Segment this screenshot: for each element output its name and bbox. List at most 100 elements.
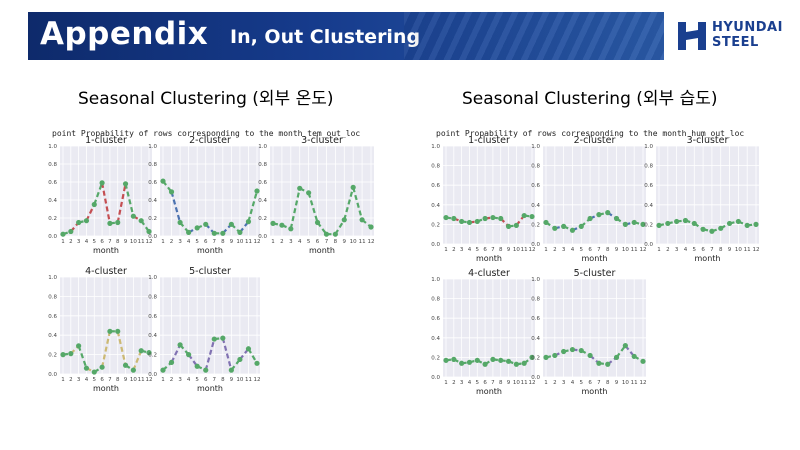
data-point bbox=[177, 219, 183, 226]
slide-subtitle: In, Out Clustering bbox=[230, 26, 421, 48]
data-point bbox=[744, 222, 750, 228]
series-segment bbox=[247, 348, 258, 364]
data-point bbox=[186, 229, 192, 235]
y-tick-label: 0.0 bbox=[148, 372, 157, 378]
y-tick-label: 0.8 bbox=[431, 164, 440, 170]
x-tick-label: 8 bbox=[606, 247, 610, 253]
data-point bbox=[459, 218, 465, 225]
subplot-title: 2-cluster bbox=[574, 135, 616, 146]
y-tick-label: 0.2 bbox=[48, 353, 57, 359]
data-point bbox=[490, 356, 496, 362]
subplot-svg: 0.00.20.40.60.81.01 2 3 4 5 6 7 8 9 10 11 123-clust… bbox=[644, 135, 759, 263]
data-point bbox=[211, 230, 217, 236]
data-point bbox=[482, 361, 488, 367]
x-tick-label: 7 bbox=[213, 239, 217, 245]
series-segment bbox=[170, 191, 182, 223]
y-tick-label: 0.8 bbox=[431, 297, 440, 303]
x-tick-label: 7 bbox=[710, 247, 714, 253]
data-point bbox=[726, 220, 733, 227]
x-tick-label: 1 bbox=[444, 380, 448, 386]
x-tick-label: 5 bbox=[195, 239, 199, 245]
subplot-svg: 0.00.20.40.60.81.01 2 3 4 5 6 7 8 9 10 11 121-clust… bbox=[48, 135, 153, 255]
subplot-svg: 0.00.20.40.60.81.01 2 3 4 5 6 7 8 9 10 11 121-clust… bbox=[431, 135, 535, 263]
x-tick-label: 5 bbox=[476, 247, 480, 253]
data-point bbox=[474, 357, 480, 363]
data-point bbox=[270, 220, 276, 226]
x-tick-label: 11 bbox=[138, 377, 145, 383]
x-tick-label: 11 bbox=[359, 239, 366, 245]
x-tick-label: 2 bbox=[553, 380, 557, 386]
x-tick-label: 7 bbox=[491, 247, 495, 253]
y-tick-label: 0.6 bbox=[48, 180, 57, 186]
x-tick-label: 2 bbox=[280, 239, 284, 245]
x-tick-label: 10 bbox=[513, 380, 520, 386]
logo-line-hyundai: HYUNDAI bbox=[712, 20, 783, 35]
y-tick-label: 0.0 bbox=[48, 234, 57, 240]
x-axis-label: month bbox=[309, 246, 335, 255]
data-point bbox=[718, 225, 724, 231]
series-segment bbox=[204, 338, 216, 371]
data-point bbox=[211, 336, 217, 342]
x-tick-label: 4 bbox=[187, 239, 191, 245]
data-point bbox=[443, 214, 449, 221]
data-point bbox=[631, 219, 637, 226]
y-tick-label: 0.6 bbox=[48, 314, 57, 320]
header-banner: Appendix In, Out Clustering bbox=[28, 12, 664, 60]
y-tick-label: 1.0 bbox=[258, 144, 267, 150]
x-tick-label: 6 bbox=[483, 380, 487, 386]
x-tick-label: 10 bbox=[130, 377, 137, 383]
x-axis-label: month bbox=[582, 387, 608, 396]
x-tick-label: 9 bbox=[343, 239, 347, 245]
x-tick-label: 5 bbox=[195, 377, 199, 383]
y-tick-label: 1.0 bbox=[644, 144, 653, 150]
x-tick-label: 12 bbox=[146, 239, 153, 245]
data-point bbox=[529, 354, 535, 360]
subplot-svg: 0.00.20.40.60.81.01 2 3 4 5 6 7 8 9 10 11 122-clust… bbox=[148, 135, 261, 255]
x-tick-label: 1 bbox=[61, 239, 65, 245]
x-tick-label: 4 bbox=[468, 247, 472, 253]
x-tick-label: 11 bbox=[245, 377, 252, 383]
series-segment bbox=[247, 190, 259, 222]
data-point bbox=[490, 214, 496, 221]
right-figure-title: point Propability of rows corresponding … bbox=[436, 129, 745, 138]
subplot-svg: 0.00.20.40.60.81.01 2 3 4 5 6 7 8 9 10 11 124-clust… bbox=[431, 268, 535, 396]
subplot-tem_out_loc-3: 0.0 0.2 0.4 0.6 0.8 1.0 1 2 3 4 5 6 7 8 9 10 11 12 3-clust… bbox=[252, 132, 378, 262]
y-tick-label: 0.8 bbox=[48, 162, 57, 168]
x-tick-label: 4 bbox=[85, 239, 89, 245]
y-tick-label: 0.2 bbox=[48, 216, 57, 222]
data-point bbox=[138, 218, 144, 224]
series-segment bbox=[101, 331, 111, 368]
y-tick-label: 0.0 bbox=[48, 372, 57, 378]
data-point bbox=[443, 357, 449, 363]
subplot-tem_out_loc-4: 0.0 0.2 0.4 0.6 0.8 1.0 1 2 3 4 5 6 7 8 9 10 11 12 4-clust… bbox=[42, 263, 156, 400]
series-segment bbox=[307, 192, 319, 223]
data-point bbox=[203, 221, 209, 227]
series-segment bbox=[116, 183, 127, 223]
data-point bbox=[561, 348, 567, 355]
plot-area bbox=[543, 279, 646, 377]
y-tick-label: 0.2 bbox=[258, 216, 267, 222]
subplot-title: 3-cluster bbox=[301, 135, 343, 146]
x-tick-label: 11 bbox=[631, 247, 638, 253]
data-point bbox=[115, 219, 121, 226]
x-axis-label: month bbox=[476, 254, 502, 263]
data-point bbox=[513, 222, 519, 228]
x-tick-label: 5 bbox=[580, 380, 584, 386]
data-point bbox=[146, 350, 152, 356]
y-tick-label: 0.4 bbox=[531, 203, 540, 209]
y-tick-label: 0.0 bbox=[644, 242, 653, 248]
data-point bbox=[168, 359, 175, 365]
x-axis-label: month bbox=[582, 254, 608, 263]
x-tick-label: 2 bbox=[170, 377, 174, 383]
plot-area bbox=[60, 277, 152, 374]
data-point bbox=[107, 328, 113, 334]
subplot-tem_out_loc-1: 0.0 0.2 0.4 0.6 0.8 1.0 1 2 3 4 5 6 7 8 9 10 11 12 1-clust… bbox=[42, 132, 156, 262]
data-point bbox=[245, 346, 252, 352]
x-tick-label: 12 bbox=[254, 239, 261, 245]
subplot-title: 5-cluster bbox=[189, 266, 231, 277]
x-tick-label: 7 bbox=[491, 380, 495, 386]
data-point bbox=[529, 213, 535, 220]
x-tick-label: 6 bbox=[204, 377, 208, 383]
y-tick-label: 0.6 bbox=[431, 316, 440, 322]
y-tick-label: 0.2 bbox=[431, 355, 440, 361]
